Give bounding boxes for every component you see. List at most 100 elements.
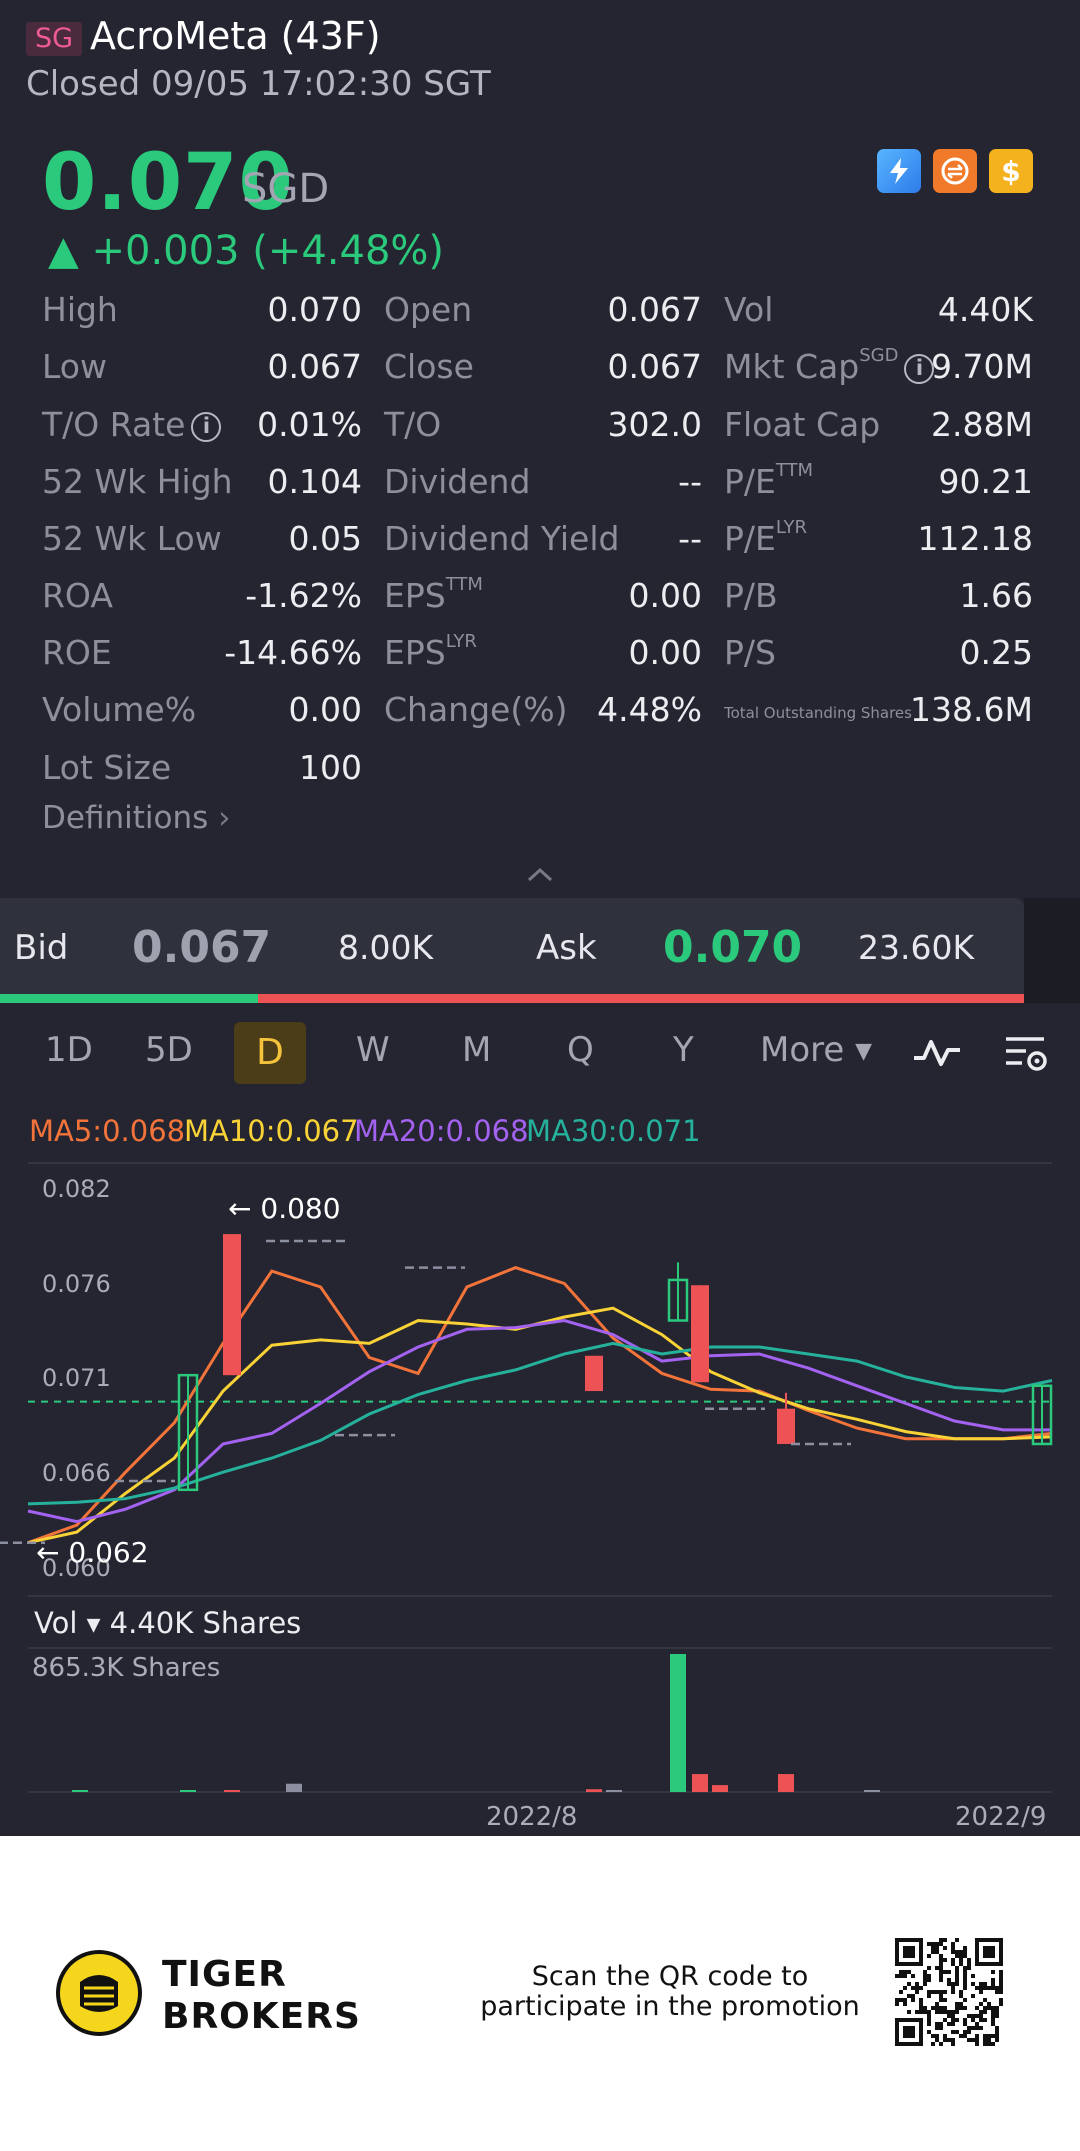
stat-col2-label: EPSLYR <box>384 631 477 672</box>
swap-icon[interactable] <box>933 149 977 193</box>
qr-module <box>915 2010 919 2014</box>
qr-module <box>983 1998 987 2002</box>
qr-module <box>943 1998 947 2002</box>
candle-body <box>177 1373 199 1492</box>
stat-label-text: Open <box>384 290 473 329</box>
stat-label-text: Lot Size <box>42 748 172 787</box>
tab-d[interactable]: D <box>234 1022 306 1084</box>
qr-module <box>911 1994 915 1998</box>
qr-module <box>991 1978 995 1982</box>
dollar-icon[interactable]: $ <box>989 149 1033 193</box>
qr-module <box>939 1954 943 1958</box>
tab-5d[interactable]: 5D <box>145 1030 193 1070</box>
stat-col2-label: EPSTTM <box>384 574 483 615</box>
qr-module <box>895 2002 899 2006</box>
stat-col3-label: Float Cap <box>724 405 880 444</box>
qr-module <box>971 2026 975 2030</box>
qr-module <box>991 2042 995 2046</box>
qr-module <box>963 2034 967 2038</box>
qr-module <box>939 2010 943 2014</box>
stat-col1-value: 0.00 <box>288 690 362 729</box>
qr-module <box>947 1970 951 1974</box>
stat-col1-label: Lot Size <box>42 748 171 787</box>
qr-module <box>963 1970 967 1974</box>
qr-module <box>951 1958 955 1962</box>
qr-module <box>951 2042 955 2046</box>
stat-label-text: Mkt Cap <box>724 347 860 386</box>
stat-col3-label: Mkt CapSGD i <box>724 345 935 386</box>
qr-module <box>999 2002 1003 2006</box>
stat-superscript: TTM <box>445 574 483 595</box>
qr-module <box>959 1994 963 1998</box>
stat-col2-label: Dividend Yield <box>384 519 619 558</box>
tab-m[interactable]: M <box>462 1030 492 1070</box>
qr-module <box>967 2030 971 2034</box>
qr-module <box>907 1994 911 1998</box>
ma-line-ma30 <box>27 1341 1053 1506</box>
tab-y[interactable]: Y <box>673 1030 694 1070</box>
market-status: Closed 09/05 17:02:30 SGT <box>26 64 491 104</box>
currency-label: SGD <box>242 166 330 212</box>
lightning-icon[interactable] <box>877 149 921 193</box>
info-icon[interactable]: i <box>191 411 222 442</box>
qr-module <box>955 2006 959 2010</box>
tab-1d[interactable]: 1D <box>45 1030 93 1070</box>
price-chart[interactable] <box>0 0 1080 1836</box>
qr-module <box>939 1974 943 1978</box>
qr-module <box>971 2018 975 2022</box>
volume-selector[interactable]: Vol ▼ 4.40K Shares <box>34 1606 301 1640</box>
qr-module <box>947 2014 951 2018</box>
stat-label-text: ROE <box>42 633 112 672</box>
qr-module <box>975 2022 979 2026</box>
chart-settings-icon[interactable] <box>1004 1034 1050 1078</box>
ask-size: 23.60K <box>858 928 975 967</box>
stat-label-text: 52 Wk Low <box>42 519 222 558</box>
qr-module <box>935 2038 939 2042</box>
qr-module <box>939 1970 943 1974</box>
stat-col1-label: ROA <box>42 576 113 615</box>
qr-finder <box>903 2026 915 2038</box>
brand-line-2: BROKERS <box>162 1996 361 2037</box>
qr-module <box>939 2042 943 2046</box>
qr-module <box>947 2038 951 2042</box>
definitions-link[interactable]: Definitions › <box>42 800 231 836</box>
qr-module <box>999 1978 1003 1982</box>
qr-module <box>987 1986 991 1990</box>
tiger-logo <box>54 1948 144 2042</box>
qr-code[interactable] <box>895 1938 1003 2050</box>
chevron-right-icon: › <box>218 800 231 836</box>
stat-col3-value: 2.88M <box>931 405 1033 444</box>
qr-module <box>983 2010 987 2014</box>
market-badge: SG <box>26 22 82 56</box>
qr-module <box>963 2018 967 2022</box>
indicator-icon[interactable] <box>912 1036 962 1074</box>
tab-w[interactable]: W <box>356 1030 390 1070</box>
stat-col1-value: -1.62% <box>245 576 362 615</box>
y-tick-label: 0.071 <box>42 1364 111 1392</box>
stat-label-text: Dividend <box>384 462 531 501</box>
stat-col3-value: 4.40K <box>937 290 1033 329</box>
qr-module <box>907 2010 911 2014</box>
qr-module <box>951 1946 955 1950</box>
qr-module <box>971 1982 975 1986</box>
qr-module <box>931 1950 935 1954</box>
qr-module <box>927 1966 931 1970</box>
stat-label-text: Float Cap <box>724 405 881 444</box>
qr-module <box>963 1946 967 1950</box>
qr-module <box>947 1982 951 1986</box>
candle-body <box>691 1285 709 1383</box>
qr-module <box>919 2010 923 2014</box>
tab-q[interactable]: Q <box>567 1030 594 1070</box>
qr-module <box>963 1974 967 1978</box>
qr-module <box>967 2026 971 2030</box>
qr-module <box>907 1982 911 1986</box>
ma30-label: MA30:0.071 <box>526 1114 701 1148</box>
qr-module <box>935 1950 939 1954</box>
bid-ask-panel <box>0 898 1024 1003</box>
qr-module <box>979 2018 983 2022</box>
qr-module <box>951 1986 955 1990</box>
tab-more[interactable]: More ▼ <box>760 1030 872 1070</box>
qr-module <box>899 1974 903 1978</box>
collapse-chevron-icon[interactable] <box>526 866 554 886</box>
info-icon[interactable]: i <box>904 353 935 384</box>
